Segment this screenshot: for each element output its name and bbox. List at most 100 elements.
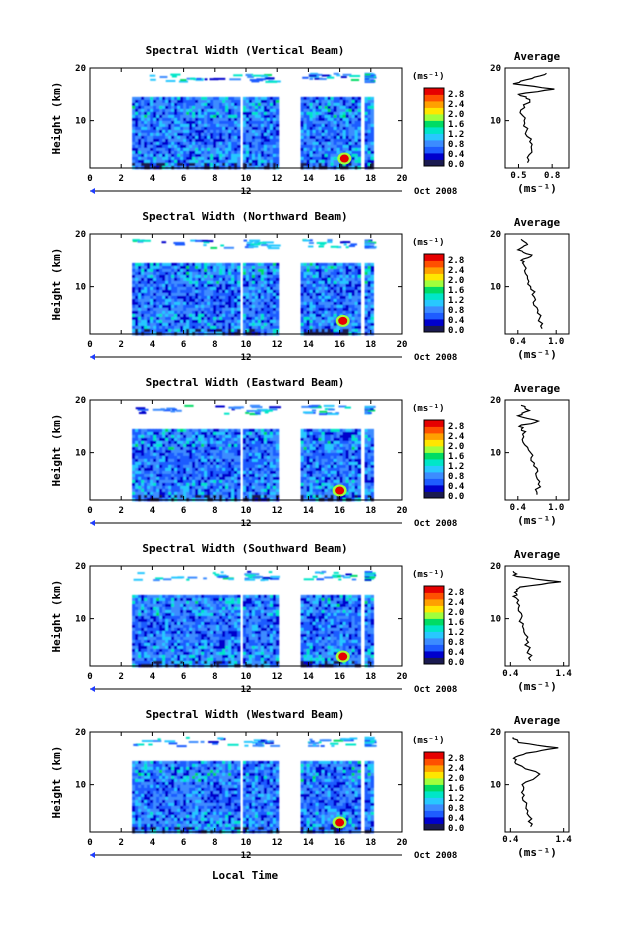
- heatmap-cell: [225, 159, 229, 164]
- heatmap-cell: [330, 322, 334, 327]
- heatmap-cell: [345, 111, 349, 116]
- heatmap-cell: [370, 304, 374, 309]
- heatmap-cell: [333, 150, 337, 155]
- heatmap-cell: [345, 147, 349, 152]
- heatmap-cell: [257, 150, 262, 155]
- heatmap-cell: [309, 310, 313, 315]
- heatmap-cell: [141, 482, 145, 487]
- heatmap-cell: [315, 440, 319, 445]
- heatmap-cell: [153, 428, 157, 433]
- heatmap-cell: [216, 467, 220, 472]
- heatmap-cell: [234, 470, 238, 475]
- heatmap-cell: [242, 428, 247, 433]
- heatmap-cell: [272, 132, 277, 137]
- heatmap-cell: [364, 289, 368, 294]
- heatmap-cell: [198, 262, 202, 267]
- heatmap-cell: [275, 452, 280, 457]
- heatmap-cell: [159, 120, 163, 125]
- heatmap-cell: [342, 99, 346, 104]
- heatmap-cell: [195, 322, 199, 327]
- heatmap-cell: [333, 431, 337, 436]
- heatmap-cell: [248, 135, 253, 140]
- heatmap-cell: [275, 108, 280, 113]
- heatmap-cell: [327, 325, 331, 330]
- heatmap-cell: [153, 129, 157, 134]
- heatmap-cell: [207, 461, 211, 466]
- heatmap-cell: [321, 277, 325, 282]
- heatmap-cell: [144, 446, 148, 451]
- heatmap-cell: [144, 470, 148, 475]
- heatmap-cell: [153, 431, 157, 436]
- heatmap-cell: [309, 316, 313, 321]
- heatmap-cell: [228, 464, 232, 469]
- heatmap-cell: [324, 313, 328, 318]
- heatmap-cell: [141, 102, 145, 107]
- heatmap-cell: [333, 123, 337, 128]
- heatmap-cell: [248, 455, 253, 460]
- heatmap-cell: [257, 482, 262, 487]
- heatmap-cell: [174, 431, 178, 436]
- colorbar-tick: 0.4: [448, 150, 465, 160]
- heatmap-cell: [162, 452, 166, 457]
- heatmap-cell: [144, 473, 148, 478]
- heatmap-cell: [159, 485, 163, 490]
- heatmap-cell: [168, 159, 172, 164]
- heatmap-cell: [141, 147, 145, 152]
- heatmap-cell: [300, 102, 304, 107]
- heatmap-cell: [216, 289, 220, 294]
- heatmap-cell: [189, 262, 193, 267]
- heatmap-cell: [306, 295, 310, 300]
- heatmap-cell: [144, 162, 148, 167]
- heatmap-cell: [186, 150, 190, 155]
- heatmap-cell: [225, 135, 229, 140]
- heatmap-cell: [162, 304, 166, 309]
- heatmap-cell: [198, 428, 202, 433]
- heatmap-cell: [156, 289, 160, 294]
- heatmap-cell: [189, 96, 193, 101]
- heatmap-cell: [183, 292, 187, 297]
- heatmap-cell: [245, 304, 250, 309]
- heatmap-cell: [213, 111, 217, 116]
- heatmap-cell: [303, 129, 307, 134]
- heatmap-cell: [333, 286, 337, 291]
- heatmap-cell: [210, 265, 214, 270]
- heatmap-cell: [257, 479, 262, 484]
- heatmap-cell: [330, 117, 334, 122]
- heatmap-cell: [168, 289, 172, 294]
- heatmap-cell: [248, 123, 253, 128]
- heatmap-cell: [370, 120, 374, 125]
- heatmap-cell: [198, 328, 202, 333]
- heatmap-cell: [192, 289, 196, 294]
- heatmap-cell: [327, 117, 331, 122]
- heatmap-cell: [210, 96, 214, 101]
- heatmap-cell: [243, 239, 248, 242]
- heatmap-cell: [186, 141, 190, 146]
- heatmap-cell: [254, 434, 259, 439]
- heatmap-cell: [189, 467, 193, 472]
- heatmap-cell: [177, 162, 181, 167]
- heatmap-cell: [272, 491, 277, 496]
- heatmap-cell: [183, 470, 187, 475]
- heatmap-cell: [150, 271, 154, 276]
- heatmap-cell: [159, 99, 163, 104]
- heatmap-cell: [192, 120, 196, 125]
- heatmap-cell: [339, 96, 343, 101]
- heatmap-cell: [171, 159, 175, 164]
- heatmap-cell: [162, 114, 166, 119]
- heatmap-cell: [198, 434, 202, 439]
- heatmap-cell: [248, 108, 253, 113]
- heatmap-cell: [272, 449, 277, 454]
- heatmap-cell: [266, 298, 271, 303]
- heatmap-cell: [132, 434, 136, 439]
- heatmap-cell: [333, 156, 337, 161]
- heatmap-cell: [327, 286, 331, 291]
- day-label: 12: [241, 353, 252, 363]
- heatmap-cell: [222, 322, 226, 327]
- heatmap-cell: [228, 159, 232, 164]
- heatmap-cell: [237, 108, 241, 113]
- heatmap-cell: [165, 262, 169, 267]
- heatmap-cell: [207, 310, 211, 315]
- heatmap-cell: [333, 322, 337, 327]
- heatmap-cell: [228, 458, 232, 463]
- heatmap-cell: [174, 485, 178, 490]
